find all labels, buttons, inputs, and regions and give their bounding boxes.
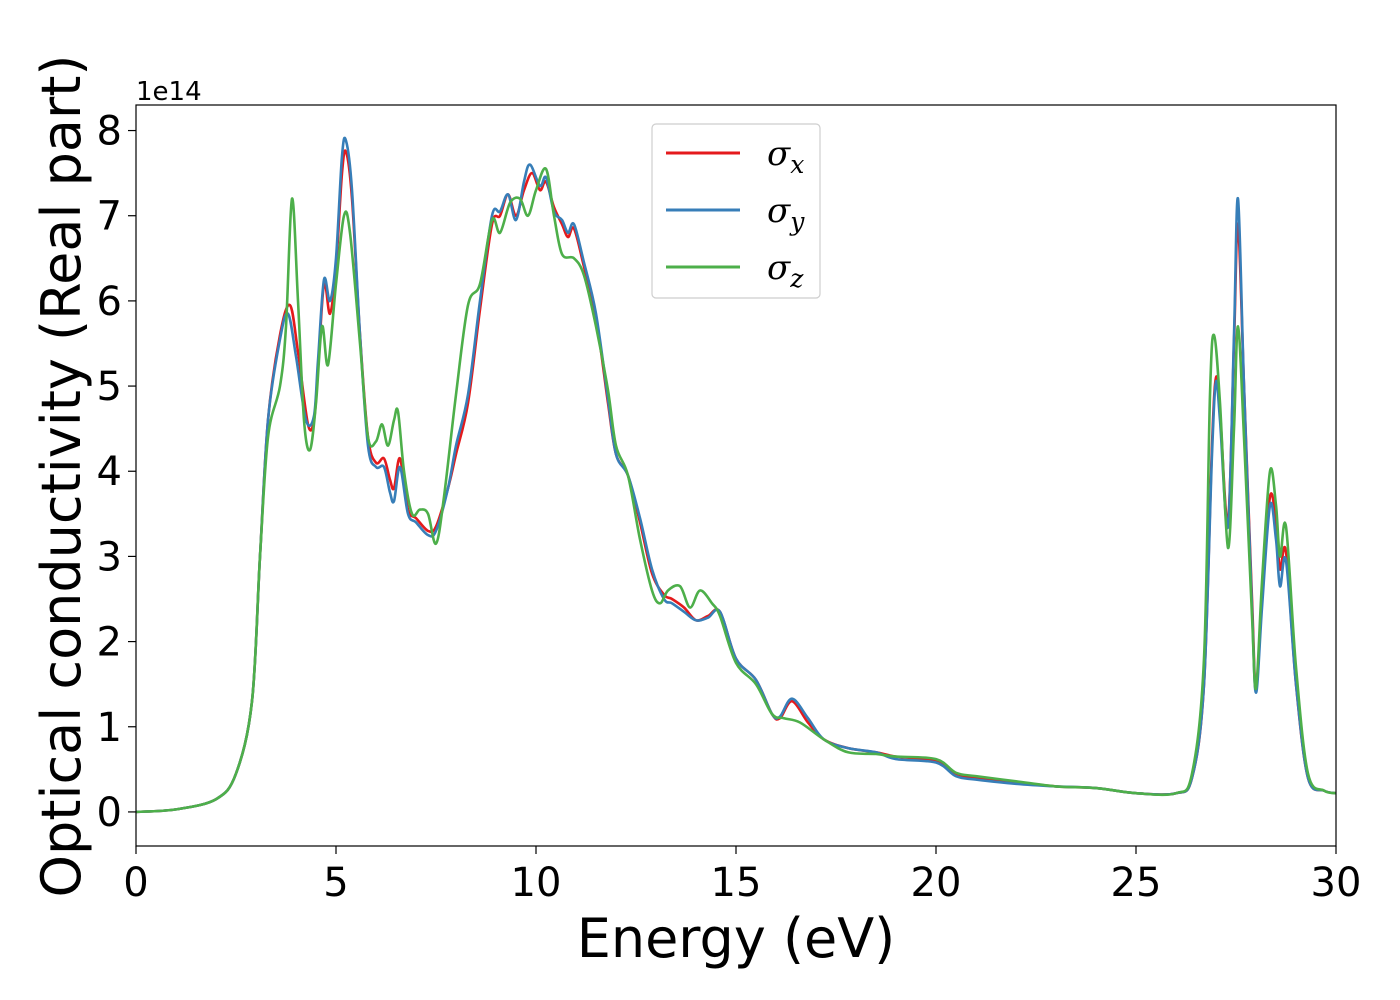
y-tick-label: 0 xyxy=(97,790,122,836)
legend-label-x: σx xyxy=(767,134,804,179)
x-tick-label: 20 xyxy=(911,860,962,906)
x-tick-label: 30 xyxy=(1311,860,1362,906)
x-tick-label: 0 xyxy=(123,860,148,906)
series-line-z xyxy=(135,166,1337,814)
y-tick-label: 8 xyxy=(97,109,122,155)
y-axis: 0 1 2 3 4 5 6 7 8 xyxy=(97,109,136,836)
series-line-y xyxy=(135,136,1337,814)
x-tick-label: 15 xyxy=(711,860,762,906)
x-tick-label: 5 xyxy=(323,860,348,906)
y-tick-label: 5 xyxy=(97,364,122,410)
y-tick-label: 1 xyxy=(97,705,122,751)
y-tick-label: 7 xyxy=(97,194,122,240)
legend-label-y: σy xyxy=(767,191,805,236)
y-tick-label: 6 xyxy=(97,279,122,325)
legend: σx σy σz xyxy=(651,123,821,299)
y-offset-label: 1e14 xyxy=(136,77,202,107)
x-tick-label: 10 xyxy=(511,860,562,906)
legend-label-z: σz xyxy=(767,248,804,293)
y-tick-label: 2 xyxy=(97,620,122,666)
x-axis: 0 5 10 15 20 25 30 xyxy=(123,846,1361,906)
x-tick-label: 25 xyxy=(1111,860,1162,906)
plot-lines xyxy=(135,136,1337,814)
x-axis-title: Energy (eV) xyxy=(577,907,896,970)
y-axis-title: Optical conductivity (Real part) xyxy=(30,55,93,898)
y-tick-label: 3 xyxy=(97,534,122,580)
y-tick-label: 4 xyxy=(97,449,122,495)
